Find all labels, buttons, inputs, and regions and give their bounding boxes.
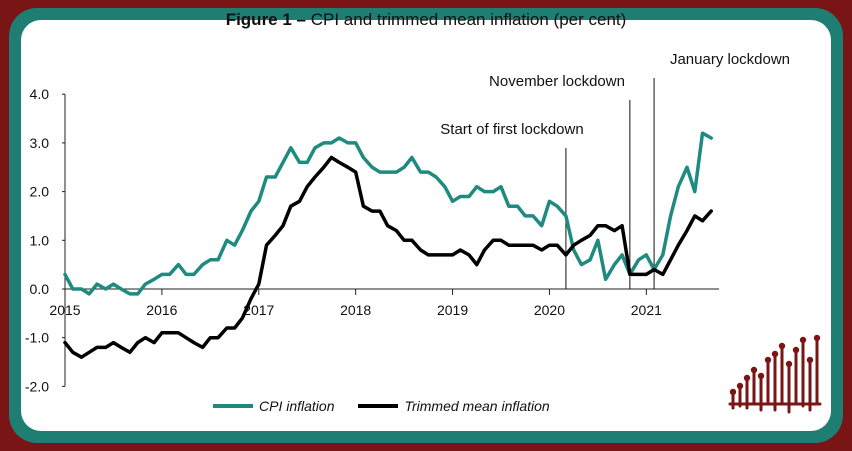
logo-dot xyxy=(764,356,772,364)
y-tick-label: 4.0 xyxy=(30,86,50,102)
title-figure-label: Figure 1 – xyxy=(225,10,306,29)
logo-dot xyxy=(743,374,751,382)
x-tick-label: 2019 xyxy=(437,302,468,318)
annotation-label: January lockdown xyxy=(670,51,790,68)
logo-dot xyxy=(729,388,737,396)
logo-dot xyxy=(799,336,807,344)
x-tick-label: 2020 xyxy=(534,302,565,318)
annotation-label: November lockdown xyxy=(489,73,625,90)
logo-dot xyxy=(778,342,786,350)
legend-label-trimmed: Trimmed mean inflation xyxy=(404,398,550,414)
legend-item-trimmed: Trimmed mean inflation xyxy=(358,398,550,414)
cpi-line xyxy=(63,131,713,296)
x-tick-label: 2016 xyxy=(146,302,177,318)
logo-dot xyxy=(813,334,821,342)
x-tick-label: 2018 xyxy=(340,302,371,318)
legend-swatch-trimmed xyxy=(358,404,399,408)
legend-item-cpi: CPI inflation xyxy=(213,398,334,414)
chart-title: Figure 1 – CPI and trimmed mean inflatio… xyxy=(0,10,852,30)
logo-dot xyxy=(792,346,800,354)
legend-swatch-cpi xyxy=(213,404,253,408)
legend-label-cpi: CPI inflation xyxy=(259,398,335,414)
x-tick-label: 2015 xyxy=(49,302,80,318)
annotation-label: Start of first lockdown xyxy=(440,121,583,138)
x-tick-label: 2021 xyxy=(631,302,662,318)
logo-dot xyxy=(771,350,779,358)
logo-dot xyxy=(785,360,793,368)
title-text: CPI and trimmed mean inflation (per cent… xyxy=(306,10,627,29)
trimmed-mean-line xyxy=(63,155,713,359)
y-tick-label: 1.0 xyxy=(30,232,50,248)
logo-dot xyxy=(736,382,744,390)
y-tick-label: -2.0 xyxy=(25,378,49,394)
chart-panel xyxy=(21,20,831,431)
y-tick-label: 3.0 xyxy=(30,135,50,151)
logo-dot xyxy=(757,372,765,380)
legend: CPI inflation Trimmed mean inflation xyxy=(213,398,574,414)
logo-dot xyxy=(750,366,758,374)
logo-icon xyxy=(728,334,822,414)
y-tick-label: 0.0 xyxy=(30,281,50,297)
x-tick-label: 2017 xyxy=(243,302,274,318)
y-tick-label: -1.0 xyxy=(25,330,49,346)
logo-dot xyxy=(806,356,814,364)
y-tick-label: 2.0 xyxy=(30,184,50,200)
